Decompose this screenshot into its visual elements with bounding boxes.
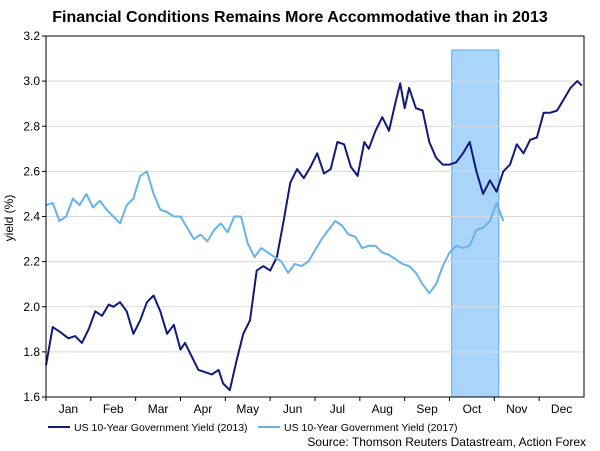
x-tick-label-nov: Nov [506,402,527,416]
x-tick-label-oct: Oct [463,402,482,416]
x-tick-label-aug: Aug [372,402,393,416]
y-tick-label: 2.0 [23,300,40,314]
y-tick-label: 2.8 [23,119,40,133]
x-tick-label-dec: Dec [551,402,572,416]
x-tick-label-sep: Sep [416,402,438,416]
legend: US 10-Year Government Yield (2013) US 10… [48,422,458,434]
x-tick-label-mar: Mar [148,402,169,416]
legend-label-2017: US 10-Year Government Yield (2017) [284,422,458,434]
y-tick-label: 1.6 [23,390,40,404]
y-tick-label: 2.2 [23,255,40,269]
y-axis-label: yield (%) [2,195,16,242]
x-tick-label-feb: Feb [103,402,124,416]
x-tick-label-may: May [236,402,259,416]
y-tick-label: 2.6 [23,164,40,178]
x-tick-label-apr: Apr [194,402,213,416]
highlight-band-oct [452,50,499,397]
x-tick-label-jun: Jun [283,402,302,416]
x-tick-label-jan: Jan [59,402,78,416]
y-tick-label: 1.8 [23,345,40,359]
chart: Financial Conditions Remains More Accomm… [0,0,600,451]
source-note: Source: Thomson Reuters Datastream, Acti… [307,435,586,449]
y-tick-label: 3.2 [23,29,40,43]
chart-title: Financial Conditions Remains More Accomm… [52,9,548,26]
y-tick-label: 3.0 [23,74,40,88]
legend-label-2013: US 10-Year Government Yield (2013) [74,422,248,434]
y-tick-label: 2.4 [23,210,40,224]
x-tick-label-jul: Jul [330,402,345,416]
